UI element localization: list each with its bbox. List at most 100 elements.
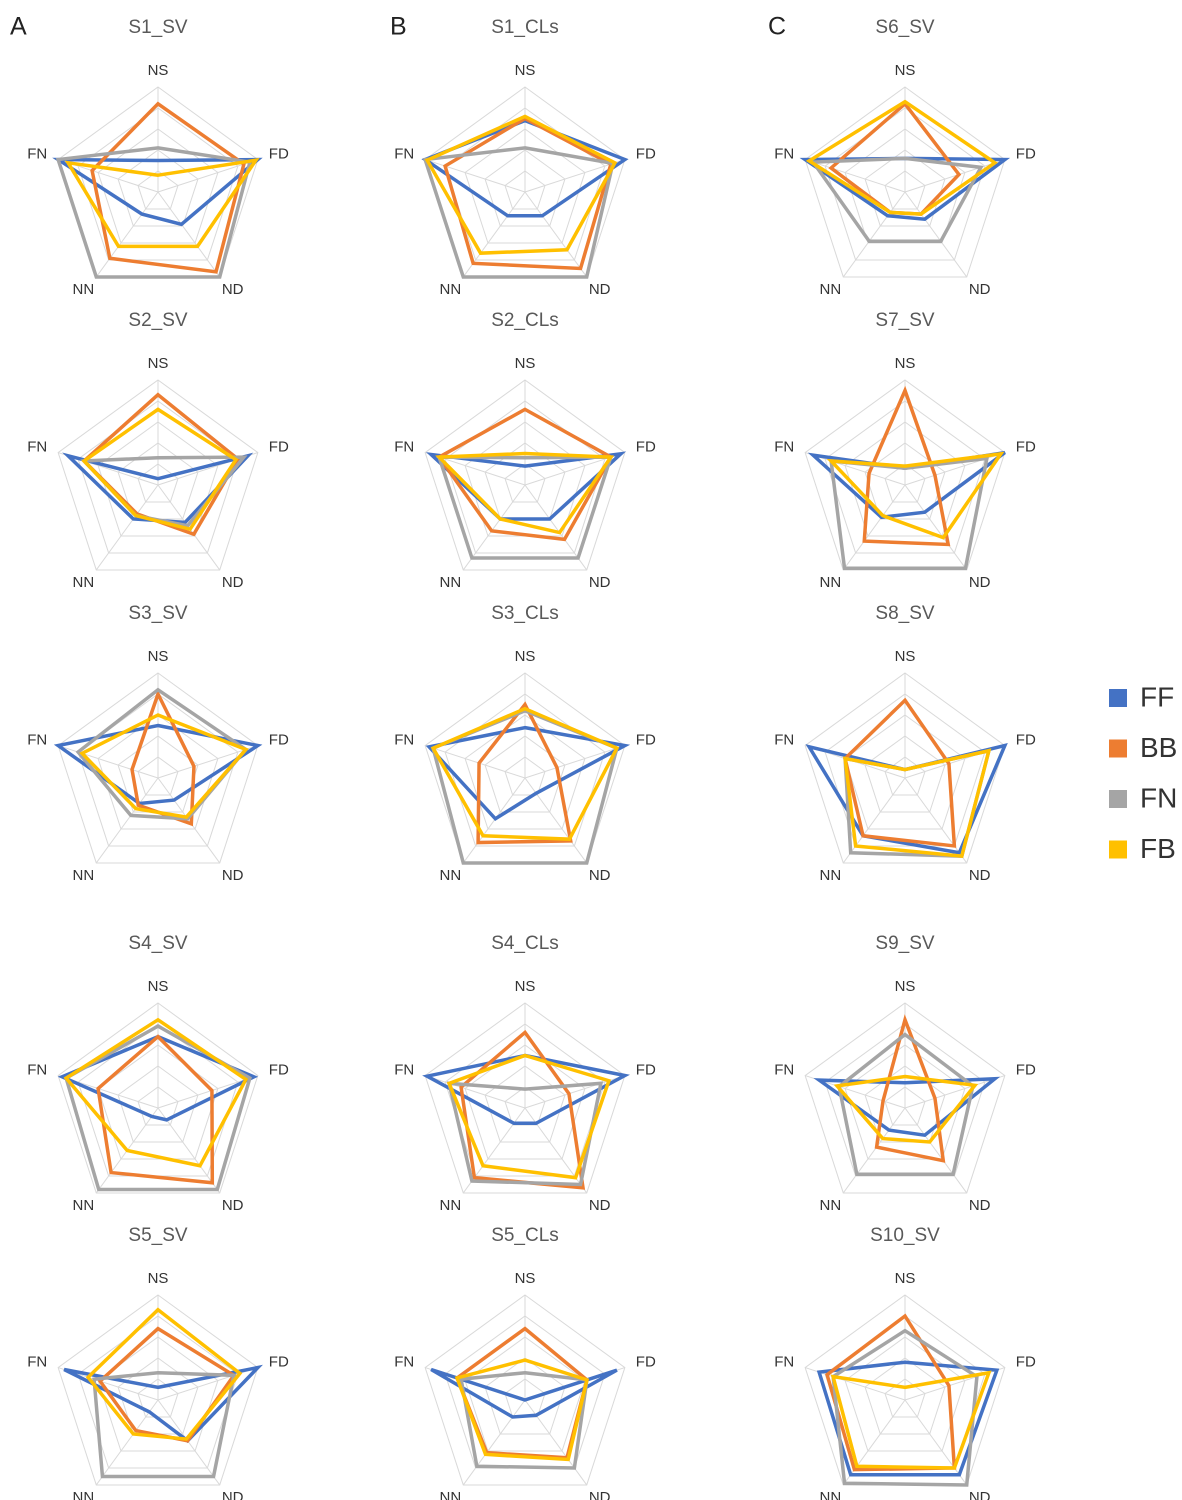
spoke bbox=[157, 745, 259, 779]
axis-label: NS bbox=[148, 62, 169, 79]
axis-label: NS bbox=[148, 978, 169, 995]
series-line bbox=[833, 1074, 979, 1144]
axis-label: NN bbox=[820, 574, 842, 591]
grid-ring bbox=[484, 735, 566, 813]
axis-label: NS bbox=[148, 648, 169, 665]
series-line bbox=[430, 1367, 618, 1419]
grid-ring bbox=[824, 400, 986, 554]
axis-label: NN bbox=[73, 867, 95, 884]
axis-label: NS bbox=[515, 1270, 536, 1287]
axis-label: FD bbox=[636, 146, 656, 163]
legend-label: FN bbox=[1140, 782, 1177, 813]
spoke bbox=[904, 777, 968, 864]
grid-ring bbox=[424, 379, 626, 571]
grid-ring bbox=[864, 149, 946, 227]
series-line bbox=[476, 701, 573, 845]
axis-label: FN bbox=[394, 1354, 414, 1371]
axis-label: FN bbox=[394, 1062, 414, 1079]
series-line bbox=[843, 748, 992, 859]
chart-title: S3_SV bbox=[128, 603, 187, 624]
axis-label: NN bbox=[440, 1489, 462, 1500]
axis-label: ND bbox=[222, 1489, 244, 1500]
spoke bbox=[904, 1107, 968, 1194]
chart-title: S2_CLs bbox=[491, 310, 559, 331]
axis-label: FD bbox=[636, 439, 656, 456]
series-line bbox=[81, 407, 239, 532]
series-line bbox=[422, 1053, 630, 1126]
grid-ring bbox=[884, 756, 926, 796]
legend-label: FB bbox=[1140, 833, 1176, 864]
chart-title: S6_SV bbox=[875, 17, 934, 38]
legend-label: BB bbox=[1140, 732, 1177, 763]
axis-label: FN bbox=[774, 439, 794, 456]
chart-title: S4_SV bbox=[128, 933, 187, 954]
axis-label: ND bbox=[969, 574, 991, 591]
spoke bbox=[524, 159, 626, 193]
axis-label: NN bbox=[440, 1197, 462, 1214]
series-line bbox=[826, 451, 1005, 540]
legend-swatch bbox=[1109, 790, 1127, 808]
series-line bbox=[805, 99, 998, 216]
axis-label: FD bbox=[636, 1062, 656, 1079]
axis-label: NN bbox=[73, 281, 95, 298]
grid-ring bbox=[504, 170, 546, 210]
series-line bbox=[831, 1328, 979, 1487]
axis-label: ND bbox=[589, 574, 611, 591]
spoke bbox=[424, 745, 526, 779]
grid-ring bbox=[884, 1086, 926, 1126]
axis-label: FN bbox=[774, 1062, 794, 1079]
axis-label: FD bbox=[269, 439, 289, 456]
grid-ring bbox=[57, 1002, 259, 1194]
grid-ring bbox=[57, 672, 259, 864]
axis-label: ND bbox=[969, 281, 991, 298]
axis-label: FD bbox=[1016, 439, 1036, 456]
grid-ring bbox=[804, 1002, 1006, 1194]
spoke bbox=[95, 777, 159, 864]
spoke bbox=[524, 484, 588, 571]
chart-title: S4_CLs bbox=[491, 933, 559, 954]
spoke bbox=[157, 1399, 221, 1486]
axis-label: FD bbox=[1016, 732, 1036, 749]
spoke bbox=[524, 191, 588, 278]
axis-label: FN bbox=[774, 146, 794, 163]
axis-label: FN bbox=[394, 146, 414, 163]
grid-ring bbox=[444, 1023, 606, 1177]
axis-label: FN bbox=[394, 732, 414, 749]
axis-label: FD bbox=[636, 732, 656, 749]
axis-label: NS bbox=[515, 648, 536, 665]
spoke bbox=[842, 1399, 906, 1486]
series-line bbox=[837, 1032, 975, 1177]
grid-ring bbox=[824, 107, 986, 261]
axis-label: NN bbox=[73, 1197, 95, 1214]
axis-label: FN bbox=[394, 439, 414, 456]
grid-ring bbox=[97, 128, 219, 244]
axis-label: ND bbox=[589, 867, 611, 884]
axis-label: NN bbox=[820, 281, 842, 298]
series-line bbox=[75, 687, 249, 821]
spoke bbox=[842, 1107, 906, 1194]
axis-label: NN bbox=[820, 867, 842, 884]
spoke bbox=[842, 777, 906, 864]
axis-label: NN bbox=[440, 281, 462, 298]
spoke bbox=[904, 1075, 1006, 1109]
axis-label: FD bbox=[269, 1062, 289, 1079]
grid-ring bbox=[884, 463, 926, 503]
chart-title: S9_SV bbox=[875, 933, 934, 954]
axis-label: FN bbox=[27, 1062, 47, 1079]
series-line bbox=[96, 1034, 215, 1185]
series-line bbox=[809, 156, 984, 244]
chart-title: S3_CLs bbox=[491, 603, 559, 624]
series-line bbox=[862, 385, 951, 547]
grid-ring bbox=[464, 128, 586, 244]
series-line bbox=[424, 114, 618, 255]
series-line bbox=[422, 146, 615, 279]
spoke bbox=[462, 1399, 526, 1486]
grid-ring bbox=[884, 1378, 926, 1418]
series-line bbox=[92, 1370, 237, 1479]
spoke bbox=[904, 1399, 968, 1486]
panel-label: A bbox=[10, 13, 27, 41]
spoke bbox=[57, 745, 159, 779]
series-line bbox=[435, 451, 615, 535]
series-line bbox=[446, 1053, 612, 1180]
grid-ring bbox=[484, 1065, 566, 1143]
